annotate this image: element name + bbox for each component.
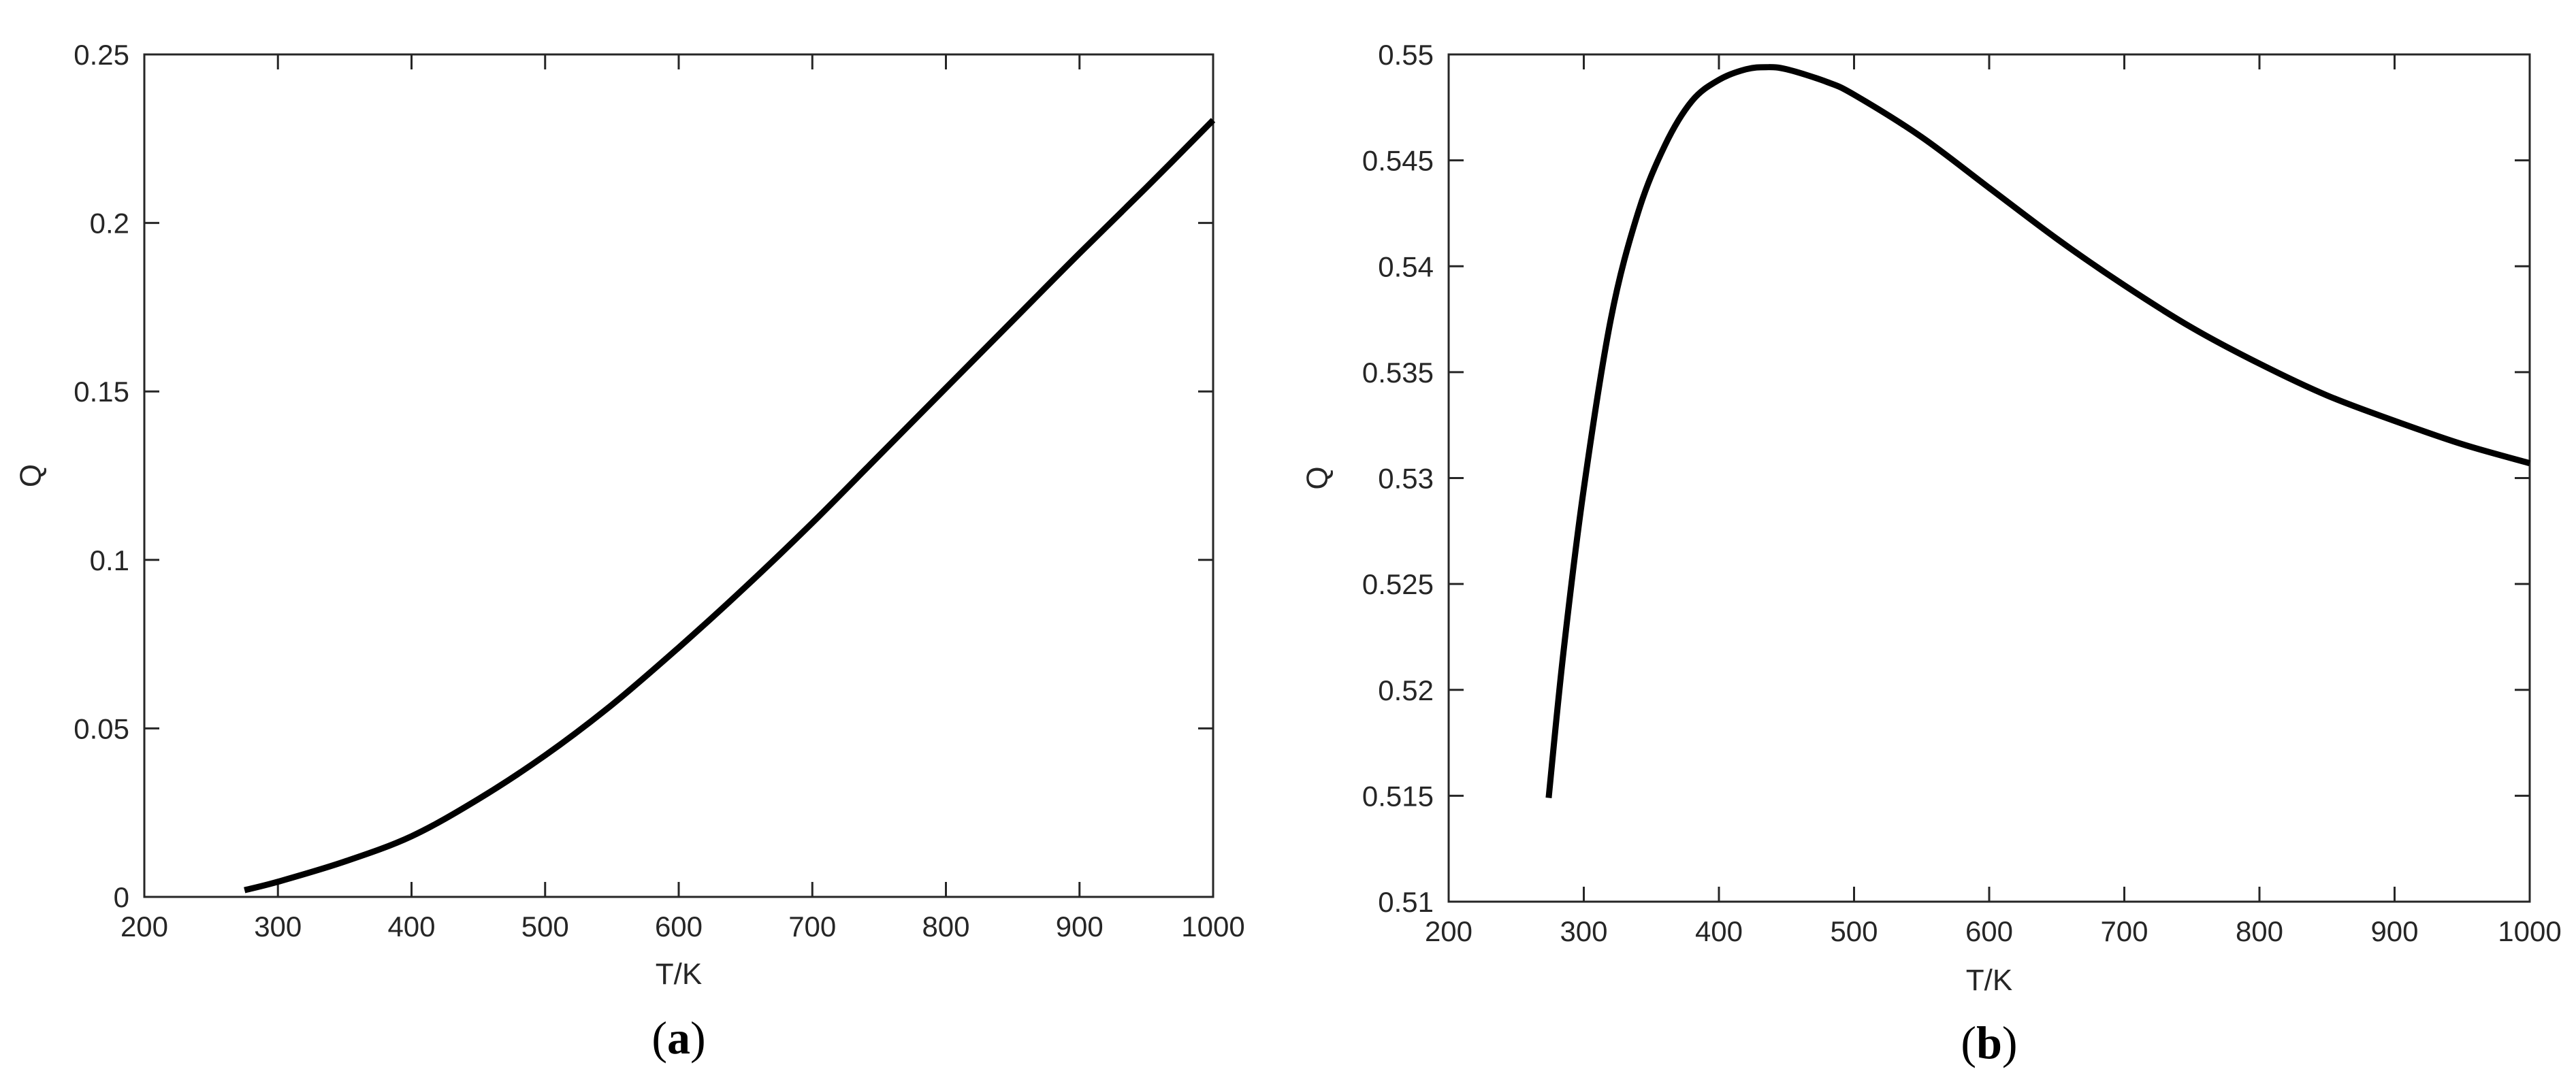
y-tick-label: 0 xyxy=(114,881,129,913)
panel-label: (a) xyxy=(651,1012,705,1064)
x-tick-label: 300 xyxy=(254,911,302,942)
x-tick-label: 500 xyxy=(521,911,569,942)
x-tick-label: 700 xyxy=(2100,915,2148,947)
x-tick-label: 900 xyxy=(2370,915,2418,947)
x-tick-label: 200 xyxy=(1425,915,1472,947)
panel-label-open: ( xyxy=(1961,1017,1976,1068)
x-tick-label: 700 xyxy=(788,911,836,942)
plot-frame xyxy=(1447,53,2531,903)
y-tick-label: 0.25 xyxy=(74,39,129,71)
y-axis-label: Q xyxy=(14,464,48,487)
y-tick-label: 0.2 xyxy=(90,208,129,240)
chart-panel-a: 200 300 400 500 600 700 800 900 1000 0 0.05 0.1 0.15… xyxy=(14,39,1245,1064)
panel-label-letter: a xyxy=(667,1012,690,1064)
x-tick-label: 800 xyxy=(2236,915,2283,947)
panel-label-letter: b xyxy=(1976,1017,2002,1068)
y-tick-label: 0.52 xyxy=(1378,674,1434,706)
y-tick-label: 0.525 xyxy=(1362,568,1434,600)
y-tick-label: 0.1 xyxy=(90,544,129,576)
y-tick-label: 0.15 xyxy=(74,376,129,408)
data-series-line xyxy=(244,118,1216,894)
chart-panel-b: 200 300 400 500 600 700 800 900 1000 0.51 0.515 0.5… xyxy=(1301,39,2562,1068)
x-tick-label: 1000 xyxy=(2498,915,2561,947)
x-tick-label: 1000 xyxy=(1181,911,1244,942)
x-tick-label: 200 xyxy=(120,911,168,942)
y-tick-label: 0.515 xyxy=(1362,780,1434,812)
data-series-line xyxy=(1545,64,2531,798)
panel-label-close: ) xyxy=(690,1012,706,1064)
y-tick-label: 0.54 xyxy=(1378,250,1434,282)
x-tick-label: 800 xyxy=(922,911,969,942)
x-tick-label: 600 xyxy=(1965,915,2013,947)
x-tick-label: 300 xyxy=(1560,915,1607,947)
x-tick-label: 600 xyxy=(655,911,703,942)
y-tick-label: 0.545 xyxy=(1362,145,1434,177)
plot-frame xyxy=(143,53,1214,898)
panel-label-open: ( xyxy=(651,1012,667,1064)
y-axis-label: Q xyxy=(1301,466,1334,489)
y-tick-label: 0.55 xyxy=(1378,39,1434,71)
y-tick-label: 0.51 xyxy=(1378,886,1434,918)
x-tick-label: 500 xyxy=(1830,915,1878,947)
x-tick-label: 400 xyxy=(387,911,435,942)
x-tick-label: 900 xyxy=(1056,911,1104,942)
panel-label-close: ) xyxy=(2002,1017,2018,1068)
y-tick-label: 0.05 xyxy=(74,712,129,744)
x-tick-label: 400 xyxy=(1695,915,1743,947)
panel-label: (b) xyxy=(1961,1017,2017,1068)
y-tick-label: 0.535 xyxy=(1362,357,1434,389)
y-tick-label: 0.53 xyxy=(1378,463,1434,495)
x-axis-label: T/K xyxy=(656,957,702,991)
x-axis-label: T/K xyxy=(1966,964,2012,997)
